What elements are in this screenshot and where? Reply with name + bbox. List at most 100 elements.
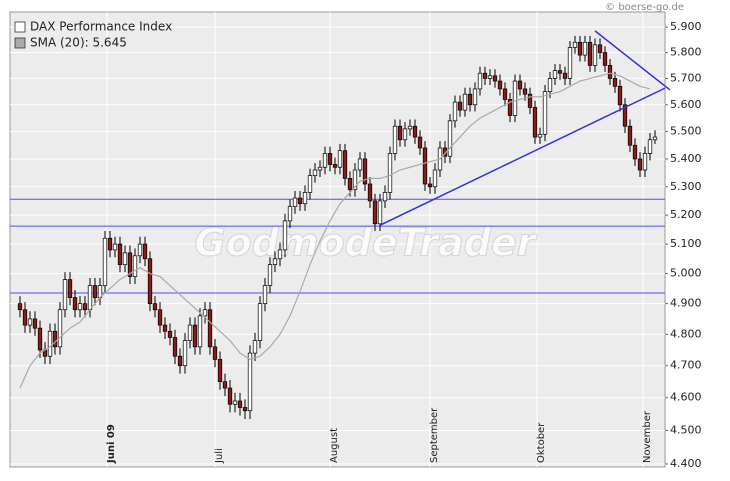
legend-swatch [14, 21, 26, 33]
candle-body [32, 318, 38, 329]
y-tick-label: 5.000 [670, 267, 702, 280]
candle-body [582, 41, 588, 56]
candle-body [432, 169, 438, 188]
candle-body [617, 85, 623, 106]
candle-body [17, 303, 23, 311]
candle-body [27, 318, 33, 326]
candle-body [352, 169, 358, 190]
candle-body [467, 93, 473, 106]
candle-body [82, 303, 88, 311]
candle-body [342, 150, 348, 179]
candle-body [192, 324, 198, 348]
candle-body [67, 279, 73, 298]
candle-body [367, 183, 373, 202]
x-tick-label: November [642, 410, 653, 463]
candle-body [172, 337, 178, 357]
candle-body [402, 128, 408, 141]
candle-body [537, 133, 543, 138]
candle-body [417, 136, 423, 149]
candle-body [257, 303, 263, 341]
y-tick-label: 5.600 [670, 98, 702, 111]
candle-body [157, 309, 163, 326]
candle-body [622, 104, 628, 127]
candle-body [492, 75, 498, 82]
candle-body [212, 346, 218, 360]
candle-body [487, 75, 493, 79]
y-tick-label: 4.500 [670, 423, 702, 436]
candle-body [127, 252, 133, 277]
candle-body [332, 164, 338, 168]
candle-body [477, 72, 483, 90]
candle-body [632, 144, 638, 160]
candle-body [327, 153, 333, 165]
y-tick-label: 4.700 [670, 359, 702, 372]
candle-body [162, 324, 168, 332]
candle-body [62, 279, 68, 311]
sma-line [19, 72, 651, 389]
candle-body [227, 387, 233, 405]
trend-line [379, 87, 666, 226]
y-tick-label: 4.600 [670, 391, 702, 404]
candle-body [377, 200, 383, 225]
candle-body [102, 237, 108, 286]
candle-body [507, 99, 513, 116]
x-tick-label: Juni 09 [106, 424, 117, 464]
candle-body [232, 400, 238, 405]
candle-body [472, 88, 478, 106]
candle-body [202, 309, 208, 317]
candle-body [297, 197, 303, 205]
candle-body [652, 136, 658, 141]
candle-body [207, 309, 213, 348]
y-tick-label: 5.300 [670, 180, 702, 193]
y-tick-label: 5.800 [670, 46, 702, 59]
candle-body [307, 175, 313, 193]
candle-body [542, 91, 548, 135]
candle-body [392, 125, 398, 154]
candle-body [337, 150, 343, 168]
candle-body [237, 400, 243, 408]
candle-body [137, 243, 143, 257]
candle-body [177, 355, 183, 367]
candle-body [587, 41, 593, 66]
candle-body [572, 41, 578, 48]
x-tick-label: August [329, 428, 340, 463]
candle-body [637, 158, 643, 171]
candle-body [187, 324, 193, 341]
candle-body [597, 44, 603, 53]
y-tick-label: 5.900 [670, 20, 702, 33]
candle-body [22, 309, 28, 326]
legend-swatch [14, 37, 26, 49]
candle-body [602, 52, 608, 66]
candle-body [612, 78, 618, 87]
candle-body [282, 220, 288, 251]
candle-body [107, 237, 113, 251]
candle-body [532, 107, 538, 138]
candle-body [512, 80, 518, 116]
candle-body [382, 192, 388, 202]
y-tick-label: 4.400 [670, 457, 702, 470]
candle-body [372, 200, 378, 225]
candle-body [52, 330, 58, 348]
candle-body [222, 381, 228, 389]
y-tick-label: 5.500 [670, 125, 702, 138]
candle-body [412, 125, 418, 138]
x-tick-label: Juli [214, 448, 225, 464]
candle-body [607, 65, 613, 79]
candle-body [647, 139, 653, 154]
candle-body [92, 285, 98, 298]
candle-body [77, 303, 83, 311]
candle-body [302, 192, 308, 205]
candle-body [197, 315, 203, 348]
y-tick-label: 5.100 [670, 237, 702, 250]
candle-body [547, 78, 553, 92]
candle-body [562, 72, 568, 79]
candle-body [422, 147, 428, 185]
candle-body [112, 243, 118, 251]
candle-body [57, 309, 63, 348]
candle-body [357, 158, 363, 171]
candle-body [577, 41, 583, 56]
candle-body [567, 47, 573, 79]
candle-body [132, 255, 138, 277]
candle-body [72, 297, 78, 311]
